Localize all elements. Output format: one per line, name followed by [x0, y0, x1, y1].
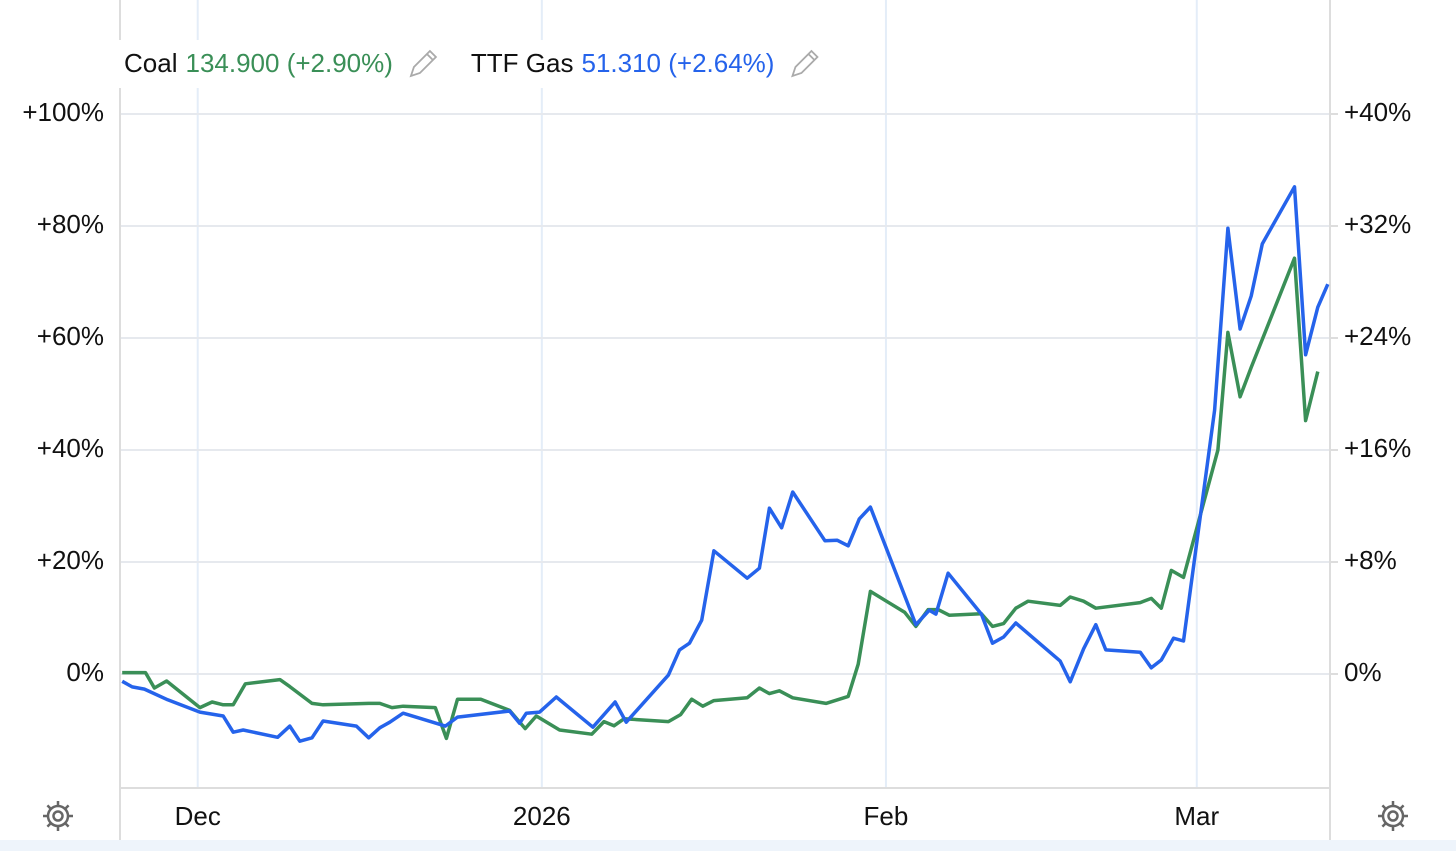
series-line	[121, 185, 1330, 743]
bottom-strip	[0, 840, 1456, 851]
x-tick-label: Feb	[864, 801, 909, 831]
series-line	[122, 256, 1320, 741]
legend-value: 51.310 (+2.64%)	[581, 48, 774, 78]
y2-tick-label: +16%	[1344, 433, 1411, 463]
y2-tick-label: +24%	[1344, 321, 1411, 351]
y-tick-label: +60%	[37, 321, 104, 351]
plot	[121, 185, 1330, 743]
legend-name: TTF Gas	[471, 48, 574, 78]
legend-background	[118, 40, 821, 88]
y-tick-label: +80%	[37, 209, 104, 239]
y-tick-label: +100%	[22, 97, 104, 127]
settings-icon[interactable]	[43, 801, 73, 831]
y2-tick-label: +8%	[1344, 545, 1397, 575]
x-tick-label: Dec	[175, 801, 221, 831]
legend-name: Coal	[124, 48, 177, 78]
edit-icon[interactable]	[791, 49, 819, 78]
legend-value: 134.900 (+2.90%)	[185, 48, 392, 78]
y2-tick-label: 0%	[1344, 657, 1382, 687]
y-tick-label: +40%	[37, 433, 104, 463]
edit-icon[interactable]	[409, 49, 438, 78]
x-tick-label: 2026	[513, 801, 571, 831]
y2-tick-label: +32%	[1344, 209, 1411, 239]
y-tick-label: 0%	[66, 657, 104, 687]
y-tick-label: +20%	[37, 545, 104, 575]
y2-tick-label: +40%	[1344, 97, 1411, 127]
settings-icon[interactable]	[1378, 801, 1408, 831]
legend: Coal 134.900 (+2.90%) TTF Gas 51.310 (+2.64…	[118, 40, 821, 88]
x-tick-label: Mar	[1174, 801, 1219, 831]
